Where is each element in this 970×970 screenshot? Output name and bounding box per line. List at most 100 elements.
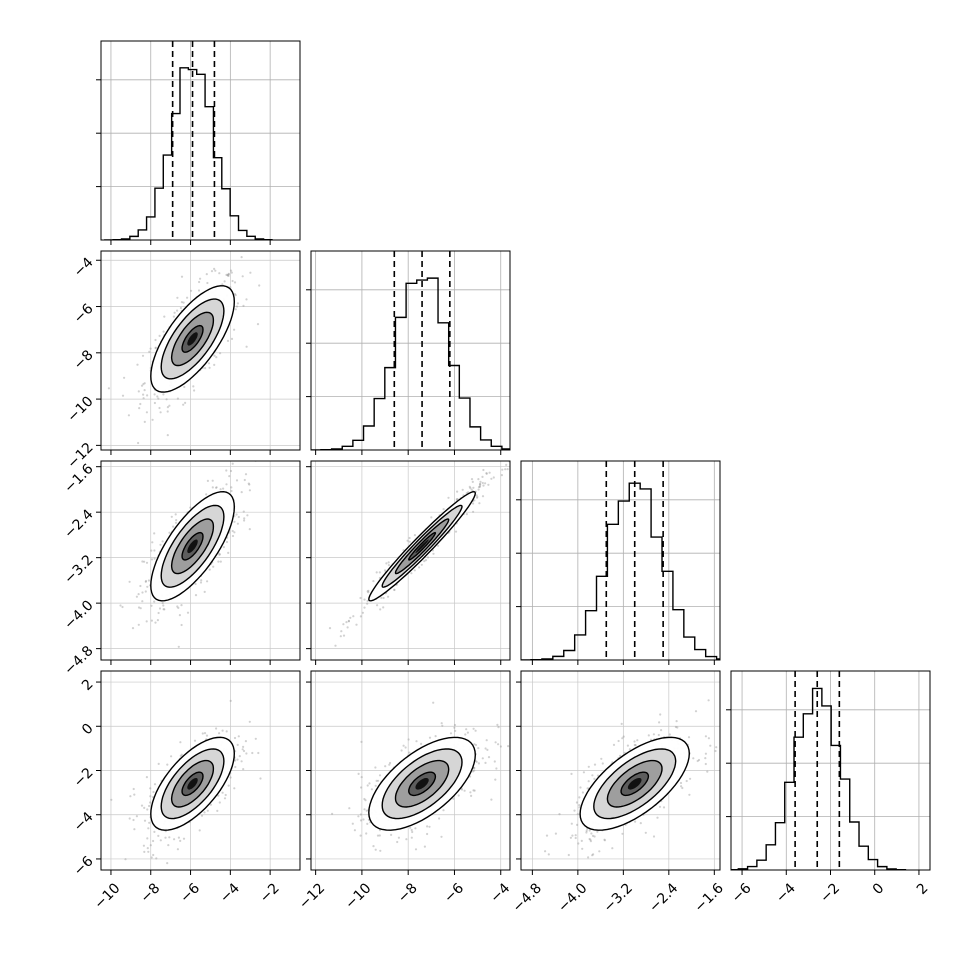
sample-point [366,599,369,603]
sample-point [176,848,179,851]
sample-point [180,301,183,304]
sample-point [240,760,243,763]
sample-point [495,767,498,770]
sample-point [387,561,390,564]
y-tick-label: −4 [71,809,97,835]
sample-point [210,270,214,273]
sample-point [143,382,146,385]
sample-point [203,811,206,814]
sample-point [360,786,363,789]
sample-point [229,269,233,272]
x-tick-label: −8 [395,880,421,906]
sample-point [206,809,209,812]
sample-point [390,833,393,837]
sample-point [213,354,216,357]
sample-point [209,803,212,806]
sample-point [229,776,232,779]
sample-point [438,817,441,820]
sample-point [136,363,139,366]
sample-point [107,387,110,390]
x-tick-label: −2.4 [646,880,681,915]
sample-point [173,838,176,841]
sample-point [478,502,481,505]
sample-point [153,600,156,603]
sample-point [150,549,153,552]
sample-point [709,744,712,747]
sample-point [159,839,162,842]
sample-point [581,791,585,794]
sample-point [211,486,214,489]
sample-point [612,743,616,747]
sample-point [240,491,243,494]
sample-point [205,493,208,496]
sample-point [225,483,228,486]
sample-point [172,525,175,528]
contour-line [620,771,650,797]
sample-point [184,401,187,404]
sample-point [697,758,701,762]
sample-point [617,739,620,743]
sample-point [365,832,368,835]
sample-point [370,788,373,791]
sample-point [668,733,671,736]
sample-point [424,559,428,562]
sample-point [355,623,358,626]
sample-point [166,410,169,413]
sample-point [248,483,251,486]
sample-point [492,476,495,479]
sample-point [372,580,375,583]
sample-point [359,813,362,816]
sample-point [141,560,144,563]
contour-line [381,748,463,820]
sample-point [366,822,369,826]
sample-point [364,799,367,802]
sample-point [112,871,114,873]
sample-point [496,723,499,727]
sample-point [147,850,150,853]
sample-point [225,273,228,276]
sample-point [142,393,145,396]
sample-point [222,487,225,490]
sample-point [620,722,623,726]
sample-point [472,502,475,505]
sample-point [461,488,464,491]
sample-point [138,407,141,410]
x-tick-label: −10 [342,880,374,912]
sample-point [477,486,481,489]
sample-point [558,813,561,816]
sample-point [704,752,708,755]
sample-point [141,354,145,357]
sample-point [153,549,156,552]
sample-point [472,486,475,489]
sample-point [383,569,387,572]
sample-point [135,595,138,598]
sample-point [486,748,489,752]
sample-point [363,606,366,609]
sample-point [545,834,549,837]
sample-point [178,614,181,617]
sample-point [152,839,155,843]
sample-point [460,788,464,791]
panel-frame [100,460,301,661]
sample-point [675,720,678,723]
sample-point [145,411,148,414]
sample-point [567,853,570,857]
sample-point [217,560,220,563]
sample-point [128,817,131,820]
sample-point [586,787,589,790]
sample-point [570,772,573,776]
sample-point [157,834,160,838]
sample-point [465,728,468,731]
sample-point [428,825,431,828]
sample-point [218,732,221,735]
sample-point [153,401,156,405]
sample-point [437,544,440,547]
sample-point [485,739,488,742]
sample-point [465,513,468,516]
sample-point [387,564,390,567]
sample-point [182,837,186,840]
sample-point [426,825,429,828]
sample-point [254,737,257,740]
sample-point [470,794,473,798]
sample-point [633,740,636,743]
